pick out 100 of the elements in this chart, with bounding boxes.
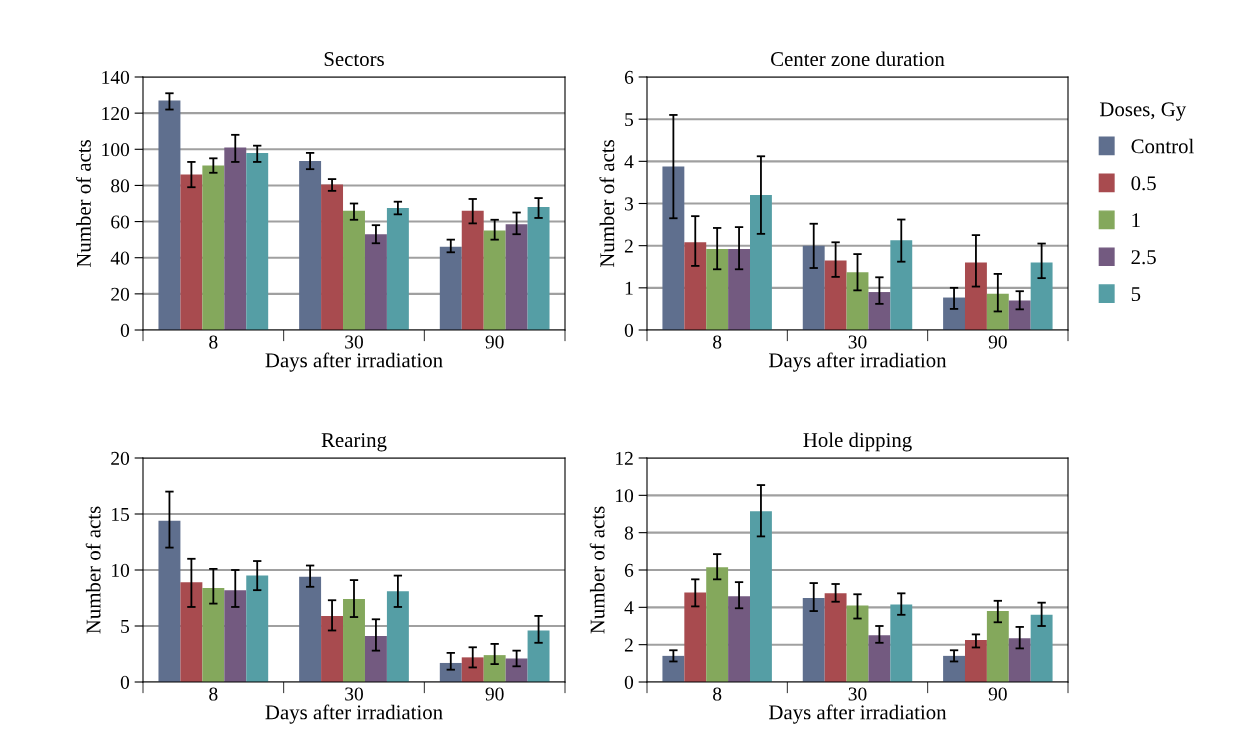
legend-label: 5: [1131, 287, 1141, 302]
bar: [868, 635, 891, 682]
bar: [527, 630, 550, 682]
y-axis-title: Number of acts: [589, 506, 605, 634]
bar: [321, 615, 344, 682]
bar: [364, 636, 387, 682]
y-tick-label: 3: [625, 197, 634, 211]
bar: [684, 592, 707, 682]
y-axis-title: Number of acts: [85, 506, 101, 634]
y-tick-label: 15: [112, 507, 130, 521]
x-axis-title: Days after irradiation: [265, 704, 443, 724]
chart-title: Rearing: [321, 433, 387, 452]
y-tick-label: 2: [624, 239, 633, 253]
y-axis-title: Number of acts: [75, 140, 91, 268]
bar: [439, 246, 462, 330]
x-tick-label: 8: [713, 687, 722, 701]
bar: [824, 593, 847, 682]
bar: [1008, 638, 1031, 682]
x-axis-title: Days after irradiation: [769, 352, 947, 372]
y-tick-label: 2: [624, 638, 633, 652]
y-tick-label: 5: [625, 113, 634, 127]
x-tick-label: 90: [988, 335, 1007, 349]
bar: [1030, 614, 1053, 682]
bar: [890, 240, 913, 330]
y-axis-title: Number of acts: [599, 140, 615, 268]
bar: [180, 174, 203, 330]
y-tick-label: 10: [112, 563, 130, 577]
x-tick-label: 90: [988, 687, 1007, 701]
y-tick-label: 6: [624, 563, 634, 577]
legend-label: 2.5: [1131, 250, 1156, 265]
x-tick-label: 30: [345, 335, 363, 349]
y-tick-label: 6: [624, 70, 634, 84]
chart-title: Hole dipping: [803, 432, 912, 452]
bar: [439, 662, 462, 682]
bar: [202, 165, 225, 330]
y-tick-label: 0: [120, 323, 130, 337]
bar: [750, 511, 772, 682]
x-axis-title: Days after irradiation: [769, 704, 947, 724]
bar: [386, 591, 409, 682]
x-tick-label: 90: [485, 687, 504, 701]
chart-title: Center zone duration: [771, 51, 945, 67]
bar: [986, 611, 1009, 682]
x-tick-label: 8: [713, 335, 722, 349]
bar: [224, 147, 247, 330]
x-tick-label: 30: [848, 335, 867, 349]
bar: [246, 575, 269, 682]
bar: [505, 224, 528, 330]
bar: [706, 249, 729, 330]
bar: [802, 598, 825, 682]
bar: [299, 576, 322, 682]
bar: [202, 587, 225, 682]
bar: [246, 152, 269, 330]
y-tick-label: 140: [102, 70, 130, 84]
bar: [483, 230, 506, 330]
y-tick-label: 8: [624, 526, 634, 540]
bar: [750, 195, 772, 330]
bar: [527, 207, 550, 330]
x-tick-label: 90: [485, 335, 504, 349]
bar: [662, 655, 685, 682]
legend-label: 1: [1132, 213, 1140, 228]
bar: [846, 605, 869, 682]
bar: [158, 520, 181, 682]
y-tick-label: 20: [111, 451, 130, 465]
y-tick-label: 12: [616, 451, 633, 465]
bar: [461, 210, 484, 330]
bar: [890, 604, 913, 682]
bar: [386, 208, 409, 330]
y-tick-label: 5: [121, 620, 130, 633]
bar: [846, 272, 869, 330]
x-axis-title: Days after irradiation: [265, 352, 443, 372]
legend-label: 0.5: [1131, 176, 1156, 191]
bar: [728, 596, 750, 682]
y-tick-label: 100: [102, 143, 130, 157]
bar: [1008, 300, 1031, 330]
y-tick-label: 10: [616, 489, 634, 503]
y-tick-label: 40: [110, 251, 130, 265]
bar: [461, 657, 484, 682]
y-tick-label: 20: [111, 287, 130, 301]
legend-title: Doses, Gy: [1099, 102, 1187, 121]
y-tick-label: 80: [111, 179, 130, 193]
bar: [943, 655, 965, 682]
bar: [1030, 262, 1053, 330]
bar: [965, 262, 987, 330]
bar: [180, 582, 203, 682]
y-tick-label: 1: [625, 281, 633, 295]
bar: [158, 100, 181, 330]
bar: [505, 658, 528, 682]
y-tick-label: 0: [624, 675, 634, 689]
bar: [965, 640, 987, 682]
bar: [483, 655, 506, 682]
bar: [299, 161, 322, 330]
chart-title: Sectors: [324, 52, 384, 67]
bar: [802, 245, 825, 330]
x-tick-label: 8: [209, 687, 218, 701]
bar: [868, 292, 891, 330]
bar: [364, 234, 387, 330]
bar: [321, 184, 344, 330]
bar: [728, 249, 750, 330]
bar: [343, 599, 365, 682]
bar: [824, 260, 847, 330]
